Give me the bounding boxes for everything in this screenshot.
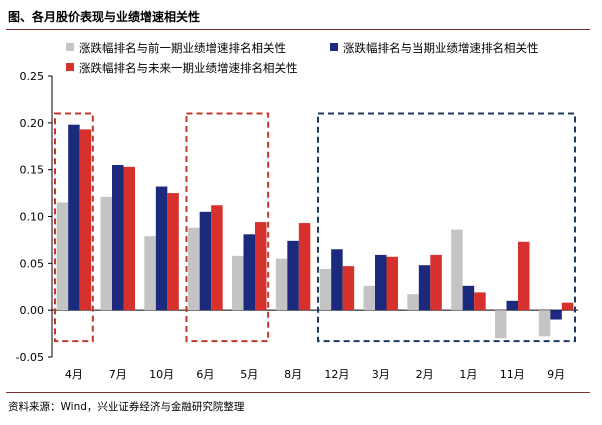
highlight-box-2 [317,112,576,343]
bar-prev-3 [188,227,200,311]
bar-prev-7 [363,285,375,311]
bar-next-10 [518,241,530,311]
bar-next-2 [167,193,179,311]
legend-swatch-1 [330,43,338,51]
x-tick-label: 2月 [416,368,434,381]
y-tick-label: 0.20 [20,117,45,130]
bar-curr-8 [418,265,431,311]
x-tick-label: 7月 [109,368,127,381]
bar-next-7 [386,256,398,311]
highlight-box-1 [185,112,270,343]
bar-next-3 [211,205,223,311]
x-tick-label: 1月 [459,368,477,381]
x-tick-label: 8月 [284,368,302,381]
x-tick-label: 10月 [149,368,174,381]
x-tick-label: 12月 [324,368,349,381]
source-note: 资料来源：Wind，兴业证券经济与金融研究院整理 [8,401,245,413]
bar-curr-7 [375,254,387,311]
bars-layer [56,124,574,339]
bar-next-4 [255,222,267,311]
y-tick-label: 0.00 [20,304,45,317]
bar-next-9 [474,292,486,311]
legend-swatch-2 [66,63,74,71]
source-divider [6,392,590,393]
bar-prev-10 [495,310,507,339]
bar-prev-1 [100,196,112,311]
bar-curr-1 [112,164,124,311]
y-tick-label: 0.15 [20,164,45,177]
legend-label-2: 涨跌幅排名与未来一期业绩增速排名相关性 [79,61,298,75]
bar-prev-6 [319,268,332,311]
y-tick-label: -0.05 [16,351,44,364]
x-tick-label: 4月 [65,368,83,381]
x-tick-label: 3月 [372,368,390,381]
bar-next-11 [561,302,574,311]
bar-curr-3 [199,211,212,311]
x-tick-label: 9月 [547,368,565,381]
bar-next-6 [342,266,355,311]
bar-next-1 [123,166,135,311]
x-tick-label: 5月 [240,368,258,381]
bar-next-0 [79,129,92,311]
bar-curr-10 [506,300,518,311]
bar-prev-11 [538,310,551,337]
figure-title: 图、各月股价表现与业绩增速相关性 [8,10,201,24]
bar-curr-5 [287,240,299,311]
legend: 涨跌幅排名与前一期业绩增速排名相关性 涨跌幅排名与当期业绩增速排名相关性涨跌幅排名… [66,41,539,75]
bar-prev-5 [275,258,288,311]
y-tick-label: 0.25 [20,70,45,83]
legend-label-1: 涨跌幅排名与当期业绩增速排名相关性 [343,41,539,55]
title-divider [6,29,590,30]
highlight-box-0 [54,112,94,343]
y-tick-label: 0.10 [20,211,45,224]
annotation-layer [54,112,576,343]
y-tick-label: 0.05 [20,257,45,270]
bar-curr-4 [243,234,255,311]
legend-swatch-0 [66,43,74,51]
bar-curr-9 [462,285,475,311]
legend-label-0: 涨跌幅排名与前一期业绩增速排名相关性 [79,41,286,55]
labels-layer: 4月 7月 10月 6月 5月 8月 12月 3月 2月 1月 11月 9月 [65,368,565,381]
bar-prev-4 [232,255,244,311]
bar-curr-6 [331,249,343,311]
bar-prev-8 [407,294,419,311]
bar-prev-2 [144,236,156,311]
bar-prev-0 [56,202,69,311]
bar-curr-11 [550,310,562,320]
bar-next-5 [298,223,311,311]
bar-curr-2 [155,186,168,311]
axis-layer: -0.05 0.00 0.05 0.10 0.15 0.20 0.25 [16,70,578,364]
x-tick-label: 6月 [196,368,214,381]
bar-curr-0 [68,124,80,311]
bar-prev-9 [451,229,463,311]
bar-next-8 [430,254,442,311]
x-tick-label: 11月 [500,368,525,381]
